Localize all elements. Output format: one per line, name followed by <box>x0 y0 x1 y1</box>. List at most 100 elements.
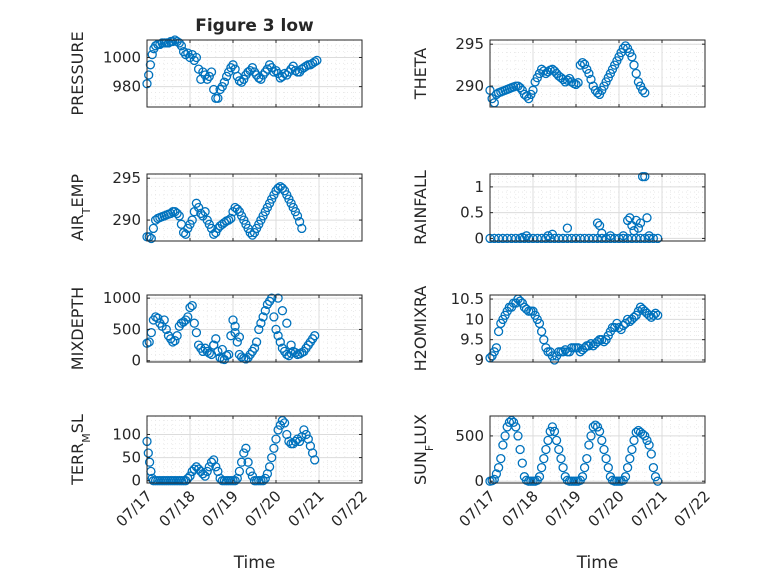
data-point <box>236 77 247 87</box>
data-point <box>168 36 178 47</box>
y-tick-label: 290 <box>112 211 141 229</box>
data-point <box>594 426 605 437</box>
data-point <box>251 337 262 347</box>
x-tick-label: 07/17 <box>456 487 499 530</box>
data-point <box>267 293 277 303</box>
data-point <box>191 327 202 338</box>
y-tick-label: 295 <box>112 169 141 187</box>
data-point <box>539 66 549 76</box>
data-point <box>640 88 650 98</box>
y-tick-label: 0.5 <box>460 204 484 222</box>
data-point <box>579 462 590 473</box>
data-point <box>200 471 210 481</box>
data-point <box>288 61 298 71</box>
data-point <box>644 231 654 241</box>
data-point <box>547 229 558 239</box>
subplot-6: 9 9.5 10 10.5 H2OMIXRA <box>411 286 706 371</box>
data-point <box>312 55 322 66</box>
data-point <box>211 334 221 344</box>
data-point <box>627 52 637 62</box>
data-point <box>579 343 590 353</box>
data-point <box>541 444 551 455</box>
subplot-5: 0 500 1000 MIXDEPTH <box>68 287 363 370</box>
data-point <box>144 457 155 467</box>
data-point <box>247 230 258 240</box>
data-point <box>166 208 176 219</box>
axes-background <box>490 295 705 362</box>
data-point <box>271 324 281 335</box>
data-point <box>232 204 242 214</box>
y-tick-label: 0 <box>131 352 141 370</box>
data-point <box>622 462 633 473</box>
data-point <box>185 302 195 313</box>
subplot-8: 0 500 07/17 07/18 07/19 07/20 07/21 07/22 SUNFLU… <box>411 414 714 573</box>
data-point <box>592 337 603 347</box>
data-point <box>189 464 199 474</box>
data-point <box>558 347 568 357</box>
data-point <box>200 207 210 217</box>
data-point <box>232 337 242 347</box>
data-point <box>277 415 288 426</box>
data-point <box>618 320 628 331</box>
data-point <box>653 310 663 320</box>
data-point <box>599 444 609 455</box>
data-point <box>264 60 275 70</box>
data-point <box>249 343 260 353</box>
data-point <box>648 462 659 473</box>
data-point <box>279 418 290 428</box>
data-point <box>551 435 562 446</box>
data-point <box>271 434 281 444</box>
data-point <box>189 55 199 66</box>
axes-background <box>147 174 362 241</box>
data-point <box>196 208 206 219</box>
data-point <box>539 453 549 464</box>
data-point <box>183 48 193 58</box>
y-tick-label: 9.5 <box>460 331 484 349</box>
data-point <box>648 310 659 320</box>
data-point <box>290 347 301 358</box>
data-point <box>558 74 568 85</box>
data-point <box>498 440 508 450</box>
y-tick-label: 10.5 <box>451 290 484 308</box>
data-point <box>256 318 266 328</box>
data-point <box>491 469 502 479</box>
data-point <box>176 41 187 51</box>
axes-background <box>147 40 362 107</box>
data-point <box>260 473 270 484</box>
data-point <box>592 422 603 432</box>
data-point <box>161 324 171 335</box>
data-point <box>150 312 161 322</box>
data-point <box>504 417 515 427</box>
data-point <box>292 211 303 221</box>
data-point <box>584 341 594 351</box>
data-point <box>277 71 288 82</box>
data-point <box>631 427 641 437</box>
x-tick-label: 07/20 <box>585 487 628 530</box>
data-point <box>521 304 532 314</box>
data-point <box>221 351 232 361</box>
data-point <box>282 318 292 328</box>
data-point <box>267 452 277 463</box>
data-point <box>515 296 525 306</box>
data-point <box>573 78 583 88</box>
data-point <box>597 335 607 345</box>
data-point <box>187 215 197 225</box>
data-point <box>310 57 320 67</box>
data-point <box>545 426 555 437</box>
axes-box <box>146 173 363 242</box>
data-point <box>614 322 624 333</box>
data-point <box>271 65 281 76</box>
x-tick-label: 07/21 <box>628 487 671 530</box>
data-point <box>635 218 646 228</box>
data-point <box>187 300 197 311</box>
data-point <box>183 312 193 322</box>
data-point <box>577 472 588 482</box>
x-tick-label: 07/18 <box>156 487 199 530</box>
data-point <box>172 331 182 341</box>
y-tick-label: 50 <box>122 449 141 467</box>
data-point <box>269 443 279 453</box>
data-point <box>236 457 247 467</box>
data-point <box>577 57 588 68</box>
data-point <box>234 332 245 342</box>
data-point <box>191 52 202 63</box>
